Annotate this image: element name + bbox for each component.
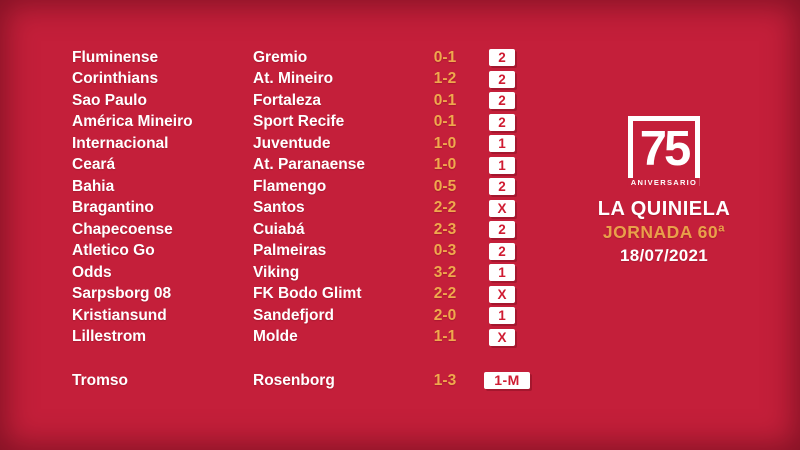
away-team-name: Fortaleza [253, 91, 322, 109]
home-team-name: Sao Paulo [72, 91, 147, 109]
match-row: Corinthians At. Mineiro 1-2 2 [72, 69, 530, 91]
away-team-name: Juventude [253, 134, 331, 152]
away-team-name: At. Mineiro [253, 70, 334, 88]
75-aniversario-logo: 75 ANIVERSARIO [627, 116, 701, 187]
match-row: Bahia Flamengo 0-5 2 [72, 176, 530, 198]
result-badge: 1 [489, 135, 515, 153]
away-team-name: Flamengo [253, 177, 327, 195]
match-row: Ceará At. Paranaense 1-0 1 [72, 155, 530, 177]
score-value: 2-2 [433, 199, 457, 217]
away-team-name: FK Bodo Glimt [253, 285, 362, 303]
away-team-name: Santos [253, 199, 305, 217]
away-team-name: Sport Recife [253, 113, 345, 131]
home-team-name: Internacional [72, 134, 169, 152]
match-row: Internacional Juventude 1-0 1 [72, 133, 530, 155]
match-row: Sao Paulo Fortaleza 0-1 2 [72, 90, 530, 112]
away-team-name: Viking [253, 263, 300, 281]
home-team-name: Bahia [72, 177, 115, 195]
score-value: 0-5 [433, 177, 457, 195]
home-team-name: Tromso [72, 371, 128, 389]
match-row: Chapecoense Cuiabá 2-3 2 [72, 219, 530, 241]
score-value: 1-3 [433, 371, 457, 389]
result-badge: 2 [489, 221, 515, 239]
match-row: Fluminense Gremio 0-1 2 [72, 47, 530, 69]
score-value: 3-2 [433, 263, 457, 281]
home-team-name: Atletico Go [72, 242, 155, 260]
home-team-name: Chapecoense [72, 220, 173, 238]
home-team-name: Fluminense [72, 48, 159, 66]
result-badge: 2 [489, 178, 515, 196]
branding-panel: 75 ANIVERSARIO LA QUINIELA JORNADA 60ª 1… [564, 116, 764, 266]
away-team-name: At. Paranaense [253, 156, 365, 174]
score-value: 1-2 [433, 70, 457, 88]
pleno-al-15-row: Tromso Rosenborg 1-3 1-M [72, 370, 530, 392]
score-value: 2-2 [433, 285, 457, 303]
logo-caption: ANIVERSARIO [627, 178, 701, 187]
away-team-name: Sandefjord [253, 306, 334, 324]
result-badge: 2 [489, 113, 515, 131]
result-badge: 1-M [484, 372, 530, 390]
away-team-name: Molde [253, 328, 298, 346]
match-rows: Fluminense Gremio 0-1 2 Corinthians At. … [72, 47, 530, 348]
score-value: 1-1 [433, 328, 457, 346]
result-badge: 1 [489, 156, 515, 174]
result-badge: X [489, 328, 515, 346]
score-value: 0-1 [433, 113, 457, 131]
match-row: Sarpsborg 08 FK Bodo Glimt 2-2 X [72, 284, 530, 306]
match-row: Lillestrom Molde 1-1 X [72, 327, 530, 349]
score-value: 0-1 [433, 91, 457, 109]
results-table: Fluminense Gremio 0-1 2 Corinthians At. … [72, 47, 530, 392]
match-row: Odds Viking 3-2 1 [72, 262, 530, 284]
date-label: 18/07/2021 [619, 246, 709, 265]
away-team-name: Gremio [253, 48, 308, 66]
result-badge: 2 [489, 70, 515, 88]
match-row: Kristiansund Sandefjord 2-0 1 [72, 305, 530, 327]
home-team-name: Corinthians [72, 70, 159, 88]
score-value: 1-0 [433, 134, 457, 152]
result-badge: 2 [489, 92, 515, 110]
match-row: América Mineiro Sport Recife 0-1 2 [72, 112, 530, 134]
score-value: 0-3 [433, 242, 457, 260]
home-team-name: Ceará [72, 156, 116, 174]
away-team-name: Cuiabá [253, 220, 305, 238]
score-value: 0-1 [433, 48, 457, 66]
away-team-name: Palmeiras [253, 242, 327, 260]
result-badge: 1 [489, 264, 515, 282]
home-team-name: Lillestrom [72, 328, 147, 346]
score-value: 2-0 [433, 306, 457, 324]
logo-number: 75 [639, 122, 692, 176]
home-team-name: Odds [72, 263, 112, 281]
result-badge: 1 [489, 307, 515, 325]
result-badge: X [489, 199, 515, 217]
match-row: Atletico Go Palmeiras 0-3 2 [72, 241, 530, 263]
home-team-name: Bragantino [72, 199, 154, 217]
result-badge: X [489, 285, 515, 303]
home-team-name: Sarpsborg 08 [72, 285, 172, 303]
match-row: Bragantino Santos 2-2 X [72, 198, 530, 220]
home-team-name: América Mineiro [72, 113, 193, 131]
result-badge: 2 [489, 49, 515, 67]
result-badge: 2 [489, 242, 515, 260]
score-value: 1-0 [433, 156, 457, 174]
score-value: 2-3 [433, 220, 457, 238]
jornada-label: JORNADA 60ª [602, 222, 726, 242]
home-team-name: Kristiansund [72, 306, 167, 324]
program-title: LA QUINIELA [597, 198, 731, 220]
away-team-name: Rosenborg [253, 371, 335, 389]
